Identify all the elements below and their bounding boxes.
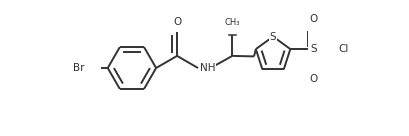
Text: Br: Br [73, 63, 85, 73]
Text: O: O [309, 74, 317, 84]
Text: O: O [173, 17, 181, 27]
Text: S: S [270, 32, 276, 42]
Text: Cl: Cl [338, 44, 348, 54]
Text: NH: NH [200, 63, 216, 73]
Text: CH₃: CH₃ [225, 18, 240, 27]
Text: S: S [310, 44, 317, 54]
Text: O: O [309, 14, 317, 24]
